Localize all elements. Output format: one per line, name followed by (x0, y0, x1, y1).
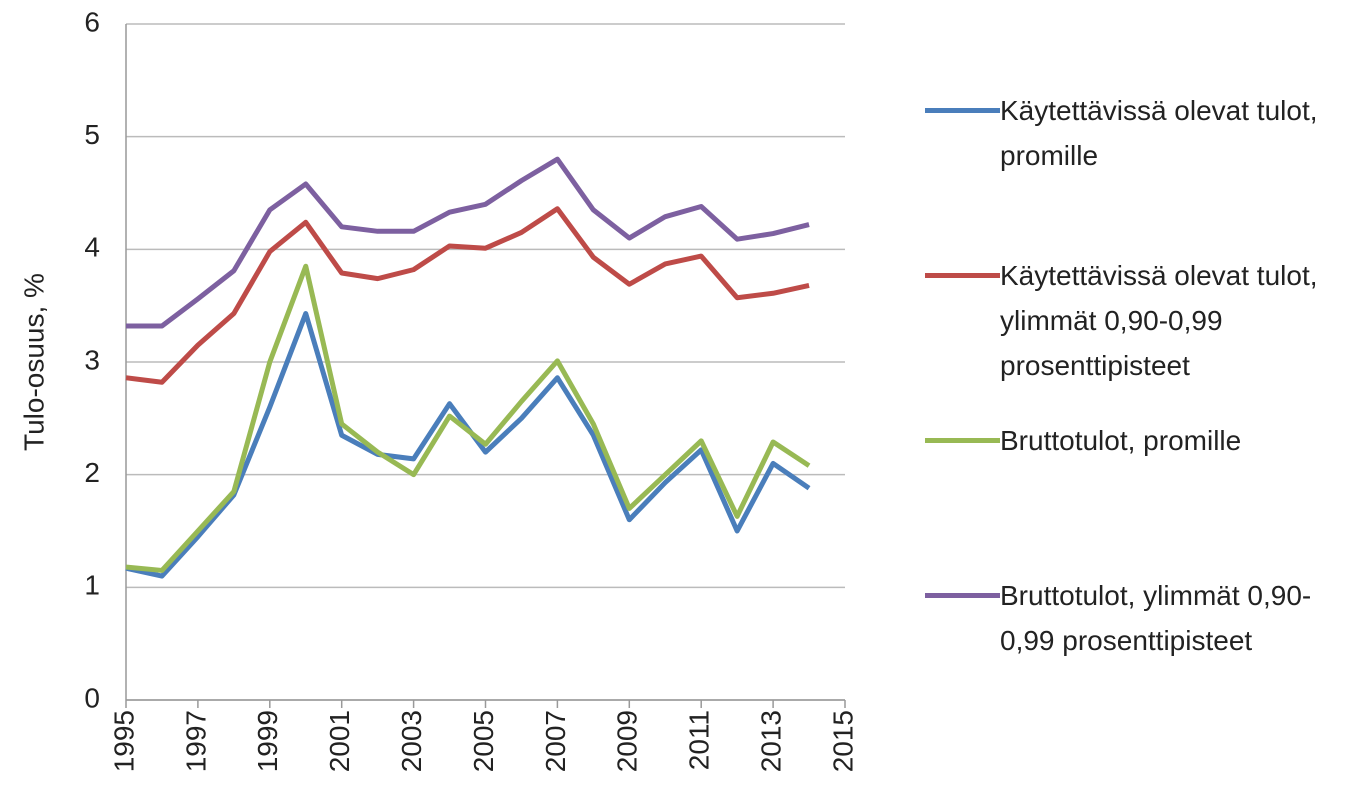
y-tick-label: 2 (84, 457, 100, 488)
x-tick-label: 2003 (396, 710, 427, 772)
legend-item: Käytettävissä olevat tulot, ylimmät 0,90… (925, 253, 1335, 388)
legend-label: Käytettävissä olevat tulot, ylimmät 0,90… (1000, 260, 1318, 381)
x-tick-label: 1999 (252, 710, 283, 772)
x-tick-label: 2013 (755, 710, 786, 772)
legend-label: Käytettävissä olevat tulot, promille (1000, 95, 1318, 171)
x-tick-label: 2011 (684, 710, 715, 770)
x-tick-label: 2007 (540, 710, 571, 772)
y-tick-label: 6 (84, 6, 100, 37)
legend-swatch (925, 108, 1000, 113)
legend-swatch (925, 273, 1000, 278)
x-tick-label: 2005 (468, 710, 499, 772)
y-tick-label: 3 (84, 344, 100, 375)
x-tick-label: 1995 (108, 710, 139, 772)
y-tick-label: 0 (84, 682, 100, 713)
legend-swatch (925, 593, 1000, 598)
x-tick-label: 2001 (324, 710, 355, 772)
legend-label: Bruttotulot, promille (1000, 425, 1242, 456)
series-line (125, 311, 811, 579)
legend-item: Bruttotulot, promille (925, 418, 1335, 463)
series-line (125, 263, 811, 573)
legend-item: Bruttotulot, ylimmät 0,90-0,99 prosentti… (925, 573, 1335, 663)
legend-item: Käytettävissä olevat tulot, promille (925, 88, 1335, 178)
y-tick-label: 4 (84, 232, 100, 263)
y-tick-label: 1 (84, 570, 100, 601)
y-tick-label: 5 (84, 119, 100, 150)
x-tick-label: 2015 (827, 710, 858, 772)
legend-swatch (925, 438, 1000, 443)
series-line (126, 156, 810, 329)
y-axis-label: Tulo-osuus, % (18, 273, 49, 451)
x-tick-label: 2009 (612, 710, 643, 772)
x-tick-label: 1997 (180, 710, 211, 772)
series-line (125, 206, 810, 385)
legend-label: Bruttotulot, ylimmät 0,90-0,99 prosentti… (1000, 580, 1312, 656)
